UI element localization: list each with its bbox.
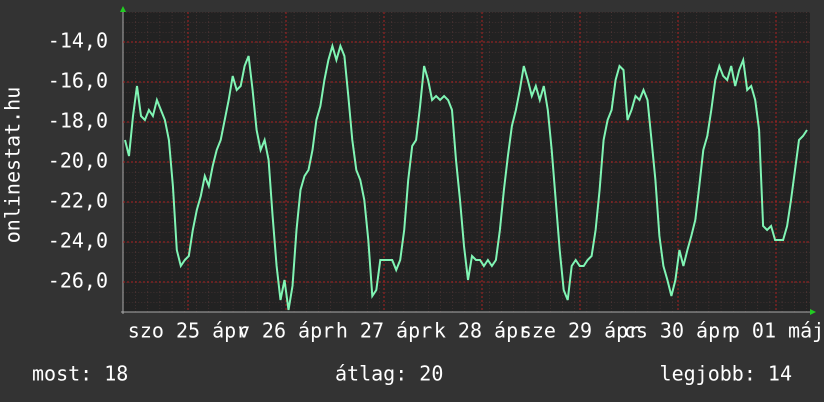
x-tick-label: v 26 ápr [238, 319, 334, 343]
data-line [124, 42, 808, 311]
axis-arrow [120, 6, 126, 12]
y-tick-label: -18,0 [48, 109, 108, 133]
y-tick-label: -22,0 [48, 189, 108, 213]
x-tick-label: k 28 ápr [434, 319, 530, 343]
y-tick-label: -14,0 [48, 29, 108, 53]
y-tick-label: -16,0 [48, 69, 108, 93]
y-tick-label: -26,0 [48, 269, 108, 293]
footer-best: legjobb: 14 [660, 362, 792, 386]
y-tick-label: -24,0 [48, 229, 108, 253]
y-axis-label: onlinestat.hu [1, 87, 25, 244]
x-tick-label: sze 29 ápr [520, 319, 640, 343]
x-tick-label: cs 30 ápr [624, 319, 732, 343]
axis-arrow [810, 309, 816, 315]
y-tick-label: -20,0 [48, 149, 108, 173]
footer-average: átlag: 20 [335, 362, 443, 386]
x-tick-label: h 27 ápr [336, 319, 432, 343]
footer-current: most: 18 [32, 362, 128, 386]
x-tick-label: p 01 máj [728, 319, 824, 343]
x-tick-label: szo 25 ápr [128, 319, 248, 343]
